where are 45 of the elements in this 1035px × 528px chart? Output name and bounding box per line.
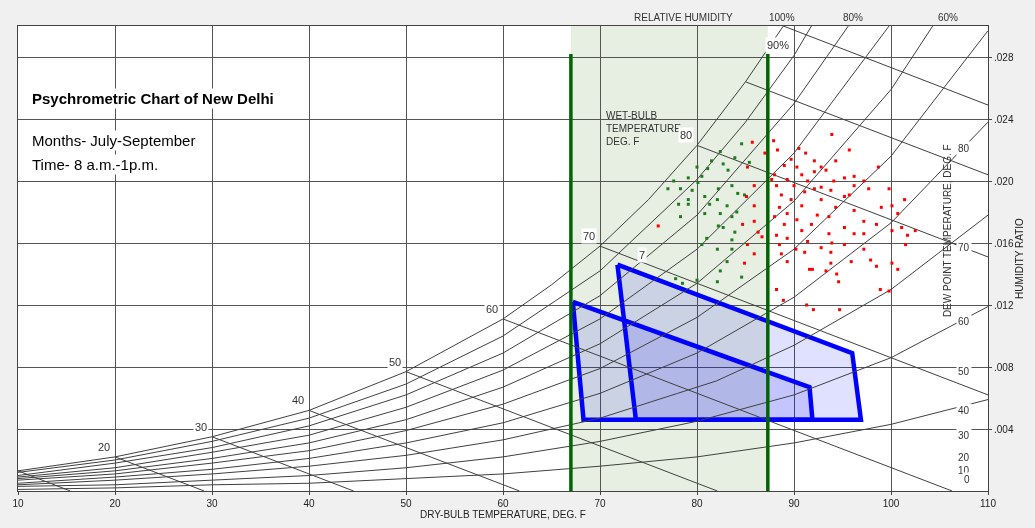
text: 100% [769,12,795,23]
text: 80% [843,12,864,23]
x-tick-label: 40 [303,498,315,509]
annotation: 70 [958,242,970,253]
y-tick-label: .028 [994,51,1014,63]
y2-axis-title: DEW POINT TEMPERATURE, DEG. F [941,144,953,318]
annotation: 40 [292,394,305,406]
y-tick-label: .012 [994,299,1014,311]
annotation: 20 [98,441,111,453]
annotation: 60 [486,303,499,315]
x-tick-label: 20 [109,498,121,509]
y-tick-label: .016 [994,237,1014,249]
annotation: 90% [767,39,790,51]
x-tick-label: 80 [691,498,703,509]
text: RELATIVE HUMIDITY [634,12,734,23]
annotation: 30 [958,430,970,441]
y-tick-label: .004 [994,423,1014,435]
annotation: Months- July-September [32,132,196,149]
annotation: 20 [958,452,970,463]
annotation: 50 [958,366,970,377]
annotation: Time- 8 a.m.-1p.m. [32,156,159,173]
x-tick-label: 110 [980,498,997,509]
x-tick-label: 60 [497,498,509,509]
x-tick-label: 10 [12,498,24,509]
annotation: 50 [389,356,402,368]
x-axis-title: DRY-BULB TEMPERATURE, DEG. F [420,509,586,520]
x-tick-label: 100 [882,498,900,509]
annotation: 80 [680,129,693,141]
x-tick-label: 90 [788,498,800,509]
annotation: 7 [639,249,646,261]
x-tick-label: 30 [206,498,218,509]
x-tick-label: 50 [400,498,412,509]
annotation: 80 [958,143,970,154]
y-axis-title: HUMIDITY RATIO [1013,217,1025,299]
y-tick-label: .024 [994,113,1014,125]
annotation: 60 [958,316,970,327]
annotation: 70 [583,230,596,242]
annotation: 0 [964,474,970,485]
text: 60% [938,12,959,23]
y-tick-label: .020 [994,175,1014,187]
y-tick-label: .008 [994,361,1014,373]
text: Psychrometric Chart of New Delhi [32,90,274,107]
annotation: 30 [195,421,208,433]
x-tick-label: 70 [594,498,606,509]
annotation: 40 [958,405,970,416]
